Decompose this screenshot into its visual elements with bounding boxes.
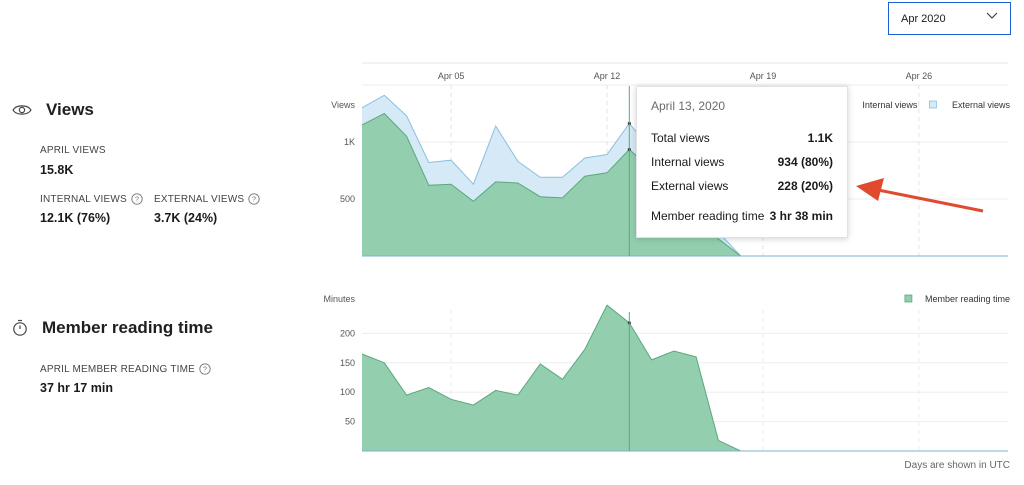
tooltip-row-total: Total views 1.1K [651,131,833,145]
y-axis-label: Minutes [323,294,355,304]
legend-label: External views [952,100,1011,110]
legend-label: Internal views [862,100,918,110]
legend-label: Member reading time [925,294,1010,304]
internal-views-value: 12.1K (76%) [40,211,111,225]
views-section-title: Views [12,100,94,120]
reading-total-value: 37 hr 17 min [40,381,113,395]
y-tick-label: 500 [340,194,355,204]
april-views-label: APRIL VIEWS [40,145,106,156]
data-point [627,121,631,126]
chart-tooltip: April 13, 2020 Total views 1.1K Internal … [636,86,848,238]
series-line [361,304,1008,452]
external-views-value: 3.7K (24%) [154,211,218,225]
tooltip-date: April 13, 2020 [651,99,726,113]
x-tick-label: Apr 12 [594,71,621,81]
legend-swatch [904,294,913,303]
annotation-arrow [856,178,984,213]
legend-swatch [929,100,937,109]
april-views-value: 15.8K [40,163,74,177]
internal-views-label: INTERNAL VIEWS ? [40,193,143,205]
views-title: Views [46,100,94,119]
y-tick-label: 200 [340,328,355,338]
reading-total-label: APRIL MEMBER READING TIME ? [40,363,211,375]
y-tick-label: 50 [345,417,355,427]
stopwatch-icon [13,319,27,336]
reading-section-title: Member reading time [12,318,213,338]
svg-text:?: ? [135,195,139,204]
series-area [362,305,1008,451]
data-point [627,321,631,325]
x-tick-label: Apr 26 [906,71,933,81]
y-tick-label: 1K [344,137,355,147]
help-icon[interactable]: ? [131,193,143,205]
reading-chart: Minutes 50 100 150 200 Member reading time [323,294,1010,452]
svg-text:?: ? [252,195,256,204]
y-axis-label: Views [331,100,355,110]
x-tick-label: Apr 19 [750,71,777,81]
x-tick-label: Apr 05 [438,71,465,81]
help-icon[interactable]: ? [248,193,260,205]
tooltip-row-internal: Internal views 934 (80%) [651,155,833,169]
reading-title: Member reading time [42,318,213,337]
data-point [627,147,631,152]
y-tick-label: 100 [340,387,355,397]
month-select[interactable]: Apr 2020 [888,2,1011,35]
external-views-label: EXTERNAL VIEWS ? [154,193,260,205]
help-icon[interactable]: ? [199,363,211,375]
tooltip-row-reading: Member reading time 3 hr 38 min [651,209,833,223]
month-select-value: Apr 2020 [901,12,946,25]
svg-text:?: ? [203,365,207,374]
y-tick-label: 150 [340,358,355,368]
tooltip-row-external: External views 228 (20%) [651,179,833,193]
utc-footnote: Days are shown in UTC [904,460,1010,471]
chevron-down-icon [986,12,998,19]
eye-icon [12,105,32,115]
